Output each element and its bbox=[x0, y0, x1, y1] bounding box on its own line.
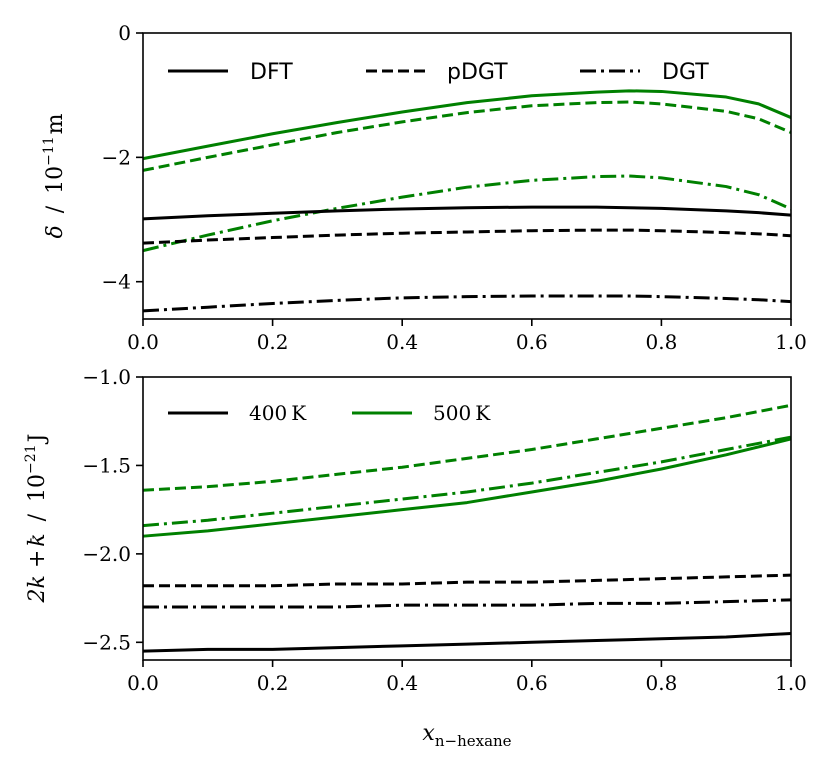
bottom-xlabel-symbol: x bbox=[422, 721, 435, 746]
bottom-ylabel-bar: ¯ bbox=[27, 537, 46, 545]
legend-label-400k: 400 K bbox=[249, 401, 307, 425]
bottom-ytick-label: −2.0 bbox=[82, 542, 131, 566]
legend-label-dgt: DGT bbox=[662, 60, 709, 85]
bottom-ytick-label: −1.5 bbox=[82, 453, 131, 477]
top-series-pdgt-500-k bbox=[142, 100, 792, 172]
legend-label-pdgt: pDGT bbox=[447, 60, 508, 85]
bottom-xtick-label: 0.4 bbox=[386, 671, 418, 695]
bottom-series-dft-400-k bbox=[142, 631, 792, 653]
legend-label-400k-num: 400 bbox=[249, 401, 287, 425]
top-xtick-label: 0.2 bbox=[257, 330, 289, 354]
top-series-group bbox=[142, 89, 792, 313]
legend-label-500k: 500 K bbox=[433, 401, 491, 425]
top-xtick-label: 0.8 bbox=[645, 330, 677, 354]
bottom-ytick-label: −1.0 bbox=[82, 365, 131, 389]
top-series-dft-500-k bbox=[142, 89, 792, 161]
bottom-panel: 0.0 0.2 0.4 0.6 0.8 1.0 −2.5 −2.0 −1.5 −1.0 400 K … bbox=[23, 365, 807, 750]
legend-label-400k-unit: K bbox=[291, 401, 307, 425]
bottom-xlabel: xn−hexane bbox=[422, 721, 511, 750]
bottom-series-group bbox=[142, 403, 792, 653]
top-axis-group: 0.0 0.2 0.4 0.6 0.8 1.0 −4 −2 0 bbox=[102, 21, 807, 354]
bottom-ylabel-unit-tail: J bbox=[25, 434, 50, 445]
top-series-dgt-400-k bbox=[142, 294, 792, 313]
bottom-xtick-label: 0.8 bbox=[645, 671, 677, 695]
bottom-xtick-label: 0.6 bbox=[516, 671, 548, 695]
top-ylabel-symbol: δ bbox=[43, 225, 68, 238]
top-series-dgt-500-k bbox=[142, 174, 792, 253]
bottom-ylabel-expr-a: 2k + bbox=[25, 543, 50, 604]
top-ylabel-unit-exp: −11 bbox=[41, 136, 57, 166]
top-xtick-label: 1.0 bbox=[775, 330, 807, 354]
bottom-ylabel: 2k + ¯k / 10−21J bbox=[23, 434, 50, 604]
bottom-xtick-label: 0.2 bbox=[257, 671, 289, 695]
legend-label-dft: DFT bbox=[250, 60, 293, 85]
top-series-pdgt-400-k bbox=[142, 228, 792, 245]
bottom-xtick-label: 1.0 bbox=[775, 671, 807, 695]
top-ytick-label: −4 bbox=[102, 270, 131, 294]
bottom-ylabel-sep: / bbox=[25, 513, 50, 521]
top-ylabel-unit-tail: m bbox=[43, 113, 68, 134]
top-xtick-label: 0.6 bbox=[516, 330, 548, 354]
bottom-ylabel-k: k bbox=[25, 533, 50, 546]
legend-label-500k-num: 500 bbox=[433, 401, 471, 425]
bottom-series-dgt-400-k bbox=[143, 598, 792, 609]
top-xtick-label: 0.4 bbox=[386, 330, 418, 354]
bottom-ytick-label: −2.5 bbox=[82, 630, 131, 654]
top-ytick-label: −2 bbox=[102, 145, 131, 169]
top-legend: DFT pDGT DGT bbox=[168, 60, 709, 85]
bottom-legend: 400 K 500 K bbox=[168, 401, 491, 425]
bottom-axis-group: 0.0 0.2 0.4 0.6 0.8 1.0 −2.5 −2.0 −1.5 −1.0 bbox=[82, 365, 806, 695]
legend-label-500k-unit: K bbox=[475, 401, 491, 425]
bottom-series-dft-500-k bbox=[142, 437, 792, 538]
top-panel: 0.0 0.2 0.4 0.6 0.8 1.0 −4 −2 0 DFT pDGT DGT δ / 1… bbox=[41, 21, 807, 354]
bottom-series-pdgt-500-k bbox=[142, 403, 792, 492]
bottom-xtick-label: 0.0 bbox=[127, 671, 159, 695]
bottom-series-dgt-500-k bbox=[142, 435, 792, 528]
bottom-plot-frame bbox=[142, 376, 792, 661]
bottom-ylabel-unit-exp: −21 bbox=[23, 444, 39, 474]
bottom-xlabel-subscript: n−hexane bbox=[435, 732, 512, 750]
bottom-series-pdgt-400-k bbox=[143, 573, 792, 588]
bottom-ylabel-unit-base: 10 bbox=[25, 474, 50, 502]
top-ylabel-sep: / bbox=[43, 205, 68, 213]
top-series-dft-400-k bbox=[142, 205, 792, 221]
top-plot-frame bbox=[142, 32, 792, 320]
top-ytick-label: 0 bbox=[118, 21, 131, 45]
top-ylabel: δ / 10−11 m bbox=[41, 113, 68, 238]
top-ylabel-unit-base: 10 bbox=[43, 166, 68, 194]
top-xtick-label: 0.0 bbox=[127, 330, 159, 354]
